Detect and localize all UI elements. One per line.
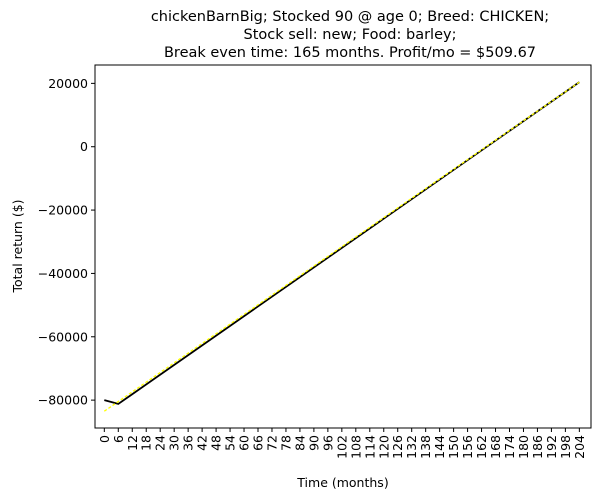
x-tick-label: 18: [139, 435, 154, 451]
x-tick-label: 204: [572, 435, 587, 459]
x-tick-label: 144: [432, 435, 447, 459]
x-tick-label: 150: [446, 435, 461, 459]
x-tick-label: 168: [488, 435, 503, 459]
x-tick-label: 84: [292, 435, 307, 451]
x-tick-label: 0: [97, 435, 112, 443]
x-tick-label: 186: [530, 435, 545, 459]
x-tick-label: 48: [209, 435, 224, 451]
plot-frame: [94, 64, 592, 429]
y-axis-ticks: −80000 −60000 −40000 −20000 0 20000: [38, 76, 95, 408]
x-tick-label: 12: [125, 435, 140, 451]
x-tick-label: 162: [474, 435, 489, 459]
x-axis-label: Time (months): [296, 475, 388, 490]
x-tick-label: 174: [502, 435, 517, 459]
x-tick-label: 72: [264, 435, 279, 451]
x-tick-label: 126: [390, 435, 405, 459]
x-tick-label: 132: [404, 435, 419, 459]
x-tick-label: 156: [460, 435, 475, 459]
title-line-2: Stock sell: new; Food: barley;: [244, 27, 457, 43]
y-tick-label: −20000: [38, 203, 88, 218]
x-tick-label: 102: [334, 435, 349, 459]
x-tick-label: 6: [111, 435, 126, 443]
y-tick-label: 20000: [48, 76, 88, 91]
x-tick-label: 138: [418, 435, 433, 459]
chart-title: chickenBarnBig; Stocked 90 @ age 0; Bree…: [151, 9, 549, 61]
title-line-1: chickenBarnBig; Stocked 90 @ age 0; Bree…: [151, 9, 549, 25]
x-tick-label: 108: [348, 435, 363, 459]
x-tick-label: 24: [153, 435, 168, 451]
x-tick-label: 36: [181, 435, 196, 451]
x-tick-label: 192: [544, 435, 559, 459]
plot-area: [94, 64, 592, 429]
title-line-3: Break even time: 165 months. Profit/mo =…: [164, 45, 536, 61]
x-tick-label: 30: [167, 435, 182, 451]
x-tick-label: 114: [362, 435, 377, 459]
series-line-2: [103, 81, 580, 412]
y-tick-label: −40000: [38, 266, 88, 281]
x-tick-label: 78: [278, 435, 293, 451]
x-tick-label: 42: [195, 435, 210, 451]
x-tick-label: 90: [306, 435, 321, 451]
series-line-1: [104, 81, 580, 405]
y-tick-label: −60000: [38, 329, 88, 344]
x-tick-label: 120: [376, 435, 391, 459]
x-tick-label: 180: [516, 435, 531, 459]
x-tick-label: 198: [558, 435, 573, 459]
y-tick-label: −80000: [38, 393, 88, 408]
x-axis-ticks: 0612182430364248546066727884909610210811…: [97, 428, 587, 459]
x-tick-label: 96: [320, 435, 335, 451]
y-tick-label: 0: [80, 139, 88, 154]
x-tick-label: 60: [237, 435, 252, 451]
y-axis-label: Total return ($): [10, 199, 25, 293]
x-tick-label: 54: [223, 435, 238, 451]
x-tick-label: 66: [251, 435, 266, 451]
